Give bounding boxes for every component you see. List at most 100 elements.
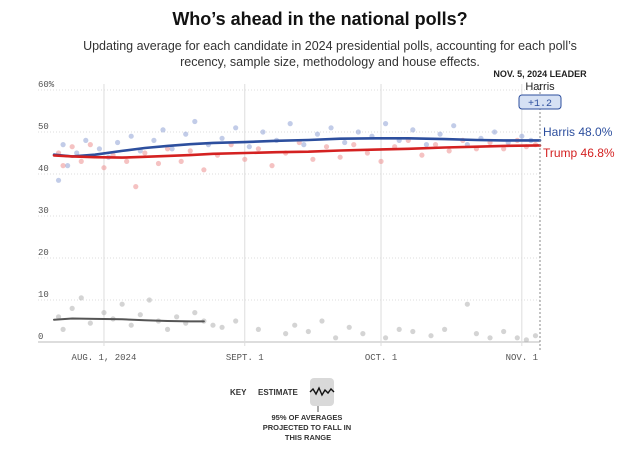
key-estimate-label: ESTIMATE — [258, 388, 299, 397]
harris-poll-dot — [65, 163, 71, 169]
harris-poll-dot — [60, 142, 66, 148]
other-poll-dot — [101, 310, 107, 316]
harris-poll-dot — [128, 133, 134, 139]
harris-poll-dot — [342, 139, 348, 146]
trump-poll-dot — [323, 144, 330, 150]
other-poll-dot — [69, 305, 75, 311]
harris-poll-dot — [437, 131, 443, 137]
harris-poll-dot — [192, 118, 198, 125]
harris-poll-dot — [451, 123, 457, 129]
harris-poll-dot — [246, 144, 252, 150]
other-poll-dot — [346, 324, 352, 330]
other-poll-dot — [210, 322, 216, 328]
other-poll-dot — [55, 314, 62, 320]
key-range-note: 95% OF AVERAGES PROJECTED TO FALL IN THI… — [263, 413, 354, 442]
y-tick-label: 20 — [38, 248, 49, 258]
trump-poll-dot — [255, 146, 261, 152]
other-poll-dot — [60, 326, 66, 332]
key-range-note-line2: PROJECTED TO FALL IN — [263, 423, 351, 432]
other-poll-dot — [283, 331, 289, 337]
other-poll-dot — [192, 310, 198, 316]
trump-poll-dot — [69, 144, 75, 150]
harris-poll-dot — [83, 137, 89, 143]
harris-poll-dot — [287, 121, 293, 127]
harris-poll-dot — [382, 121, 389, 127]
harris-poll-dot — [219, 135, 225, 141]
key-range-swatch — [309, 378, 335, 406]
trump-poll-dot — [501, 146, 507, 152]
y-axis: 0 10 20 30 40 50 60% — [38, 80, 55, 342]
other-average-line — [53, 317, 205, 323]
trump-poll-dot — [87, 142, 93, 148]
other-poll-dot — [523, 337, 529, 343]
key-label: KEY — [230, 388, 247, 397]
y-tick-label: 60% — [38, 80, 55, 90]
other-poll-dot — [233, 318, 239, 324]
x-tick-label: SEPT. 1 — [226, 353, 264, 363]
other-poll-dot — [501, 328, 507, 335]
other-poll-dot — [174, 314, 180, 320]
x-axis: AUG. 1, 2024 SEPT. 1 OCT. 1 NOV. 1 — [72, 353, 538, 363]
other-poll-dot — [87, 320, 93, 326]
y-tick-label: 50 — [38, 122, 49, 132]
harris-poll-dot — [169, 146, 175, 152]
other-poll-dot — [219, 324, 225, 330]
other-poll-dot — [442, 326, 448, 332]
harris-poll-dot — [96, 146, 103, 152]
other-poll-dot — [128, 322, 134, 328]
trump-poll-dot — [187, 148, 193, 154]
trump-poll-dot — [178, 158, 184, 164]
other-poll-dot — [164, 326, 171, 332]
harris-poll-dot — [355, 129, 361, 135]
other-poll-dot — [487, 335, 493, 341]
harris-poll-dot — [160, 127, 166, 133]
harris-poll-dot — [423, 142, 430, 148]
harris-end-label: Harris 48.0% — [543, 125, 613, 139]
leader-heading: NOV. 5, 2024 LEADER — [493, 69, 587, 79]
harris-poll-dot — [74, 150, 80, 156]
other-poll-dot — [119, 301, 125, 307]
leader-margin: +1.2 — [528, 99, 552, 110]
trump-poll-dot — [242, 156, 248, 162]
other-poll-dot — [137, 312, 143, 318]
trump-poll-dot — [101, 165, 107, 171]
key-range-note-line3: THIS RANGE — [285, 433, 331, 442]
other-poll-dot — [319, 318, 325, 324]
trump-poll-dot — [364, 150, 371, 156]
key-range-note-line1: 95% OF AVERAGES — [272, 413, 343, 422]
harris-poll-dot — [260, 129, 266, 135]
other-poll-dot — [514, 335, 520, 341]
harris-average-line — [52, 137, 542, 158]
trump-poll-dot — [164, 146, 171, 152]
other-poll-dot — [360, 331, 366, 337]
chart-subtitle: Updating average for each candidate in 2… — [83, 39, 577, 69]
other-poll-dot — [428, 333, 434, 339]
y-tick-label: 30 — [38, 206, 49, 216]
trump-end-label: Trump 46.8% — [543, 146, 615, 160]
y-tick-label: 10 — [38, 290, 49, 300]
trump-poll-dot — [269, 163, 275, 169]
other-poll-dot — [382, 335, 389, 341]
trump-poll-dot — [155, 160, 162, 167]
y-tick-label: 40 — [38, 164, 49, 174]
other-poll-dot — [333, 335, 339, 341]
y-tick-label: 0 — [38, 332, 43, 342]
harris-poll-dot — [301, 142, 307, 148]
harris-poll-dot — [314, 131, 321, 137]
other-poll-dot — [305, 328, 311, 335]
other-poll-dot — [78, 295, 84, 301]
harris-poll-dot — [55, 177, 62, 183]
other-poll-dot — [146, 297, 152, 303]
other-poll-dot — [396, 326, 402, 332]
other-poll-dot — [410, 328, 416, 335]
other-poll-dot — [292, 322, 298, 328]
trump-poll-dot — [446, 148, 452, 154]
harris-poll-dot — [151, 137, 157, 143]
harris-poll-dot — [491, 129, 498, 135]
other-poll-dot — [464, 301, 470, 307]
other-poll-dot — [473, 331, 480, 337]
other-poll-dot — [532, 333, 539, 339]
harris-poll-dot — [410, 127, 416, 133]
leader-margin-badge — [518, 94, 562, 110]
